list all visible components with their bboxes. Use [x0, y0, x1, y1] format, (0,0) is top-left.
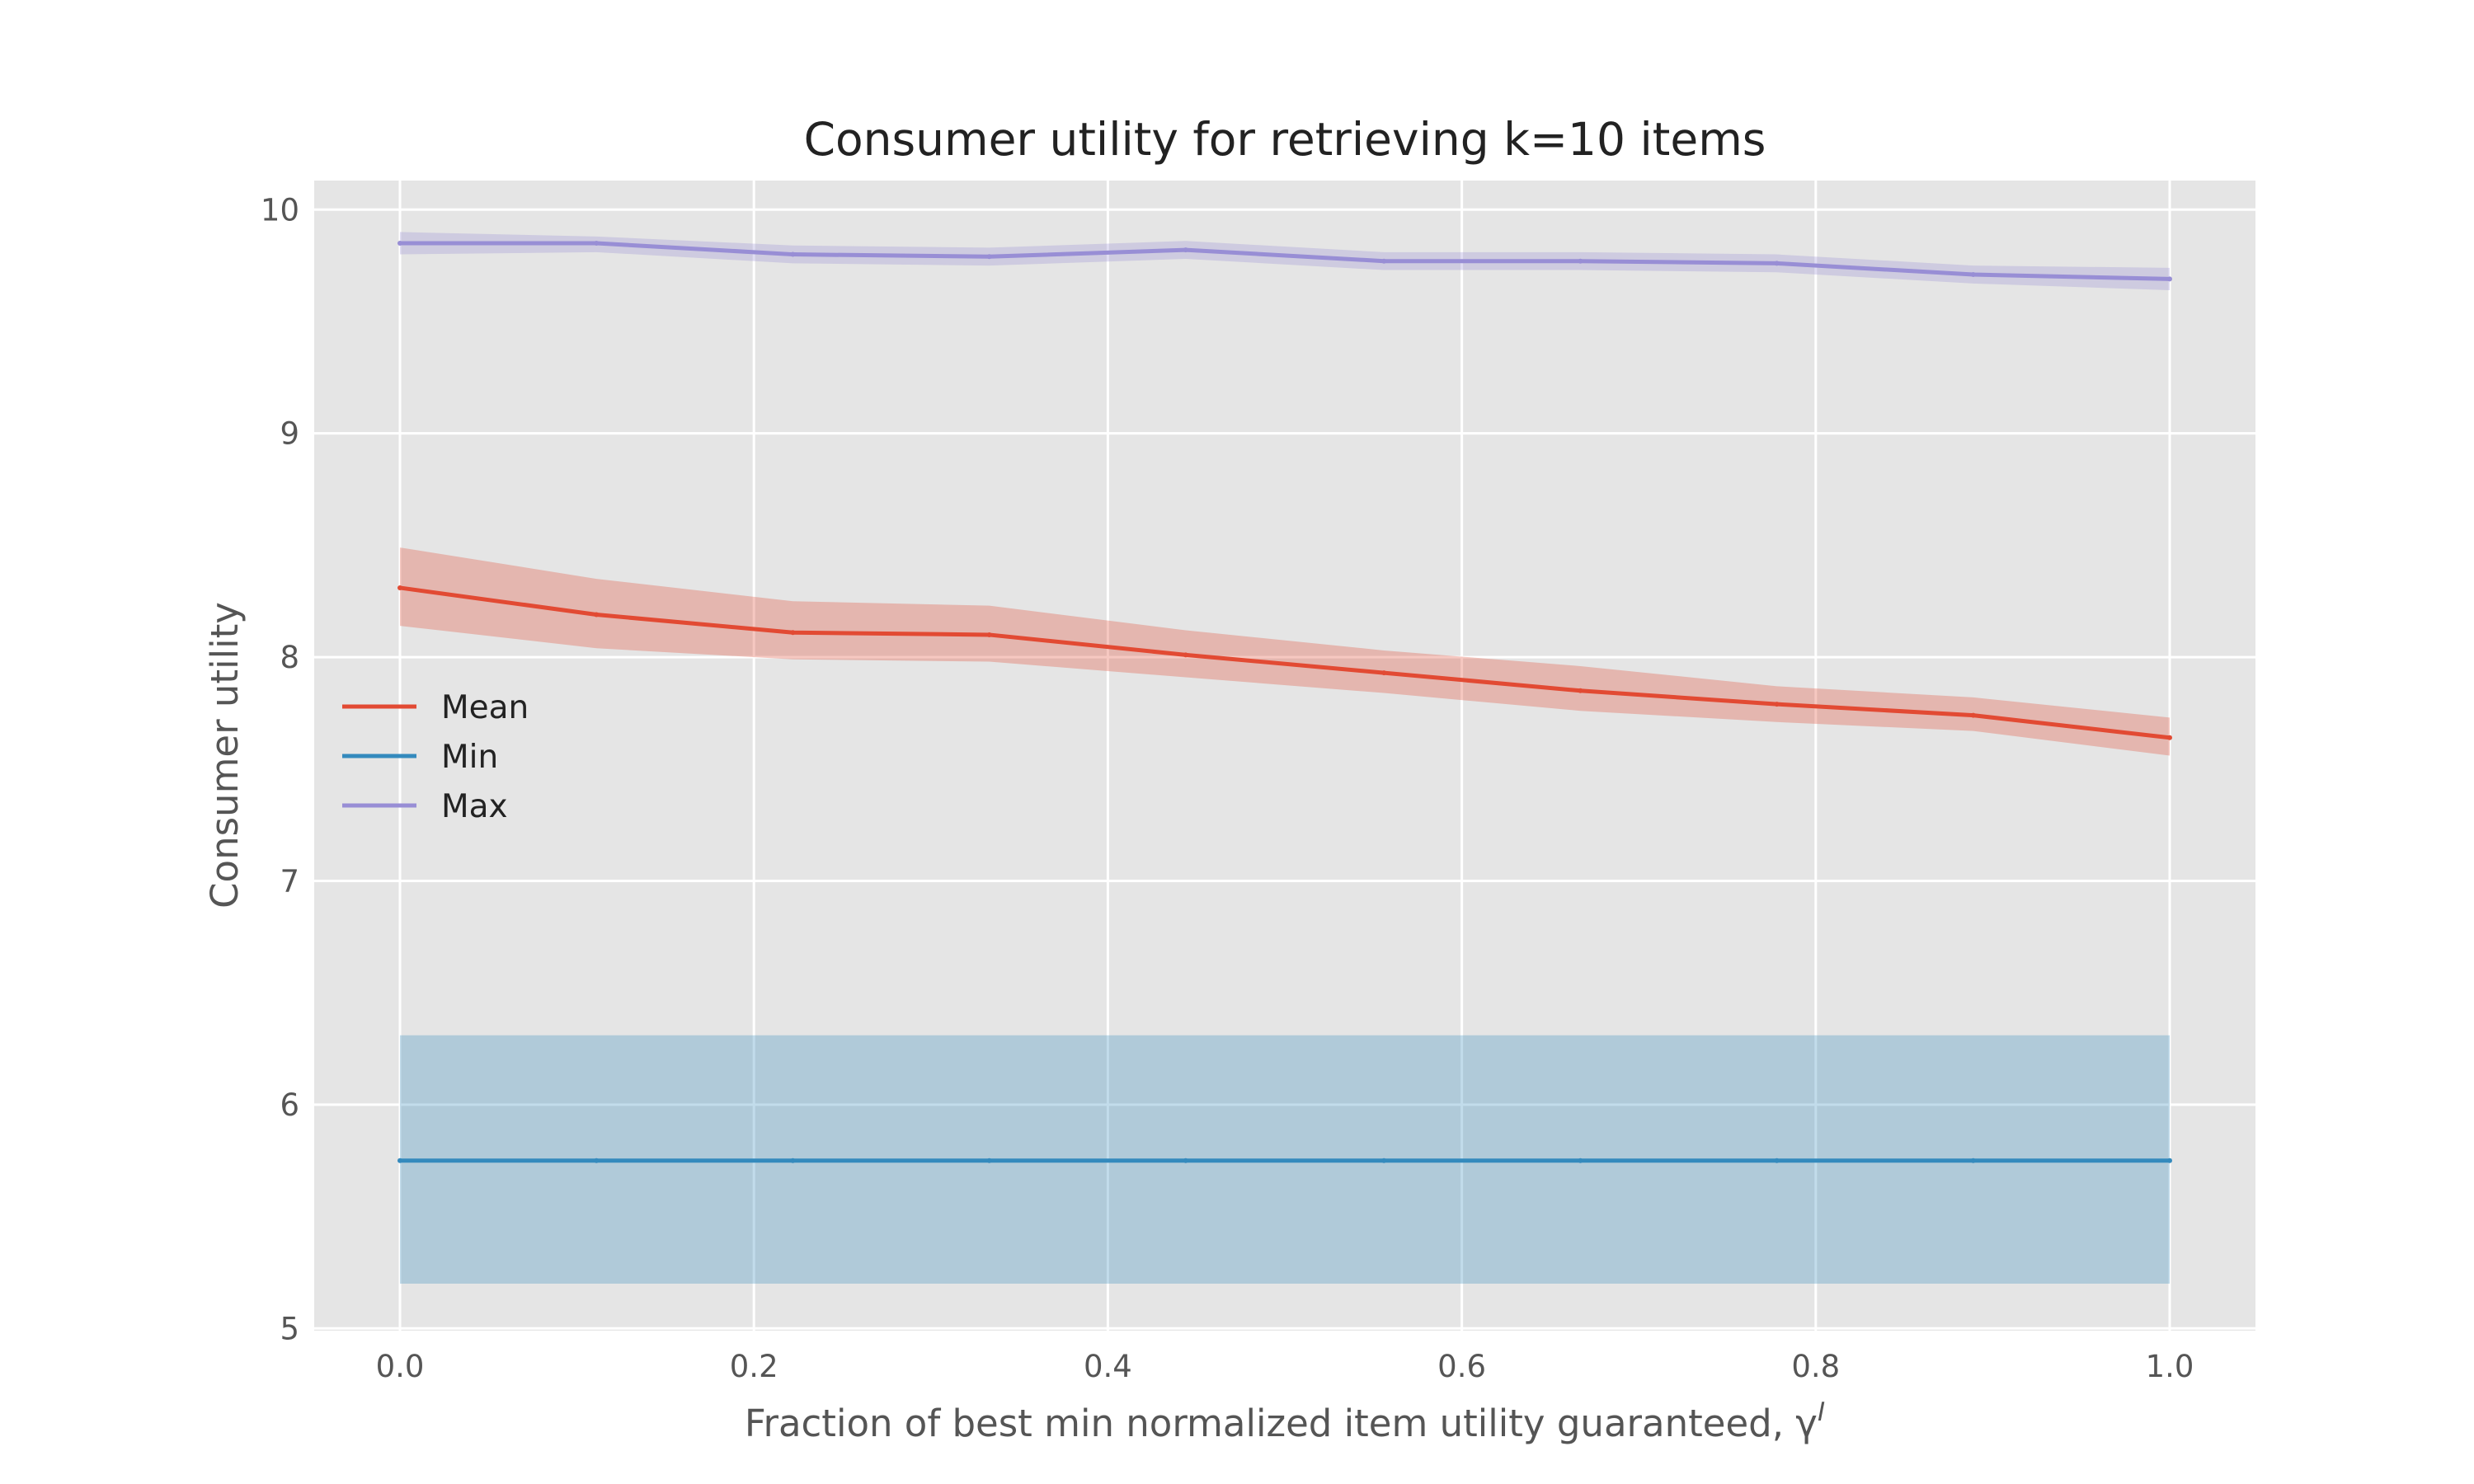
legend-label-mean: Mean — [441, 689, 529, 726]
y-tick-label: 9 — [280, 416, 299, 452]
max-point — [790, 251, 796, 257]
max-line — [400, 241, 2171, 281]
y-tick-label: 8 — [280, 640, 299, 675]
x-tick-label: 1.0 — [2146, 1349, 2194, 1384]
x-tick-label: 0.0 — [376, 1349, 425, 1384]
mean-point — [790, 630, 796, 636]
min-point — [790, 1158, 796, 1163]
y-tick-label: 5 — [280, 1311, 299, 1346]
min-point — [1970, 1158, 1976, 1163]
x-tick-label: 0.4 — [1084, 1349, 1132, 1384]
x-tick-labels: 0.0 0.2 0.4 0.6 0.8 1.0 — [376, 1349, 2194, 1384]
mean-point — [594, 612, 600, 618]
grid-lines — [314, 181, 2255, 1331]
x-axis-label-superscript: I — [1818, 1397, 1825, 1427]
x-tick-label: 0.2 — [730, 1349, 778, 1384]
legend-label-max: Max — [441, 788, 508, 825]
max-point — [1970, 271, 1976, 277]
mean-band — [400, 547, 2170, 756]
mean-point — [1578, 688, 1583, 693]
plot-area — [314, 181, 2255, 1331]
min-point — [594, 1158, 600, 1163]
mean-point — [1183, 652, 1188, 658]
x-tick-label: 0.6 — [1437, 1349, 1486, 1384]
mean-point — [397, 585, 402, 590]
max-band — [400, 232, 2170, 290]
y-tick-label: 10 — [261, 192, 299, 228]
min-point — [2167, 1158, 2172, 1163]
max-point — [1774, 261, 1780, 266]
chart-title: Consumer utility for retrieving k=10 ite… — [804, 113, 1766, 166]
max-point — [1183, 247, 1188, 253]
legend-label-min: Min — [441, 739, 498, 776]
series-lines — [397, 240, 2172, 1163]
min-point — [1381, 1158, 1387, 1163]
legend: Mean Min Max — [342, 689, 529, 825]
min-point — [986, 1158, 992, 1163]
mean-point — [1970, 712, 1976, 718]
mean-point — [986, 632, 992, 637]
mean-point — [1774, 702, 1780, 707]
x-tick-label: 0.8 — [1791, 1349, 1840, 1384]
y-tick-label: 7 — [280, 863, 299, 899]
y-axis-label: Consumer utility — [203, 602, 247, 909]
y-tick-labels: 5 6 7 8 9 10 — [261, 192, 299, 1346]
y-tick-label: 6 — [280, 1087, 299, 1123]
x-axis-label: Fraction of best min normalized item uti… — [745, 1397, 1825, 1445]
max-point — [594, 240, 600, 246]
mean-line — [399, 585, 2171, 740]
max-point — [986, 254, 992, 260]
mean-point — [2167, 735, 2172, 740]
min-point — [397, 1158, 402, 1163]
mean-point — [1381, 670, 1387, 676]
min-point — [1183, 1158, 1188, 1163]
min-point — [1774, 1158, 1780, 1163]
max-point — [1381, 258, 1387, 264]
min-point — [1578, 1158, 1583, 1163]
max-point — [1578, 258, 1583, 264]
max-point — [2167, 276, 2172, 282]
max-point — [397, 240, 402, 246]
x-axis-label-text: Fraction of best min normalized item uti… — [745, 1402, 1818, 1445]
